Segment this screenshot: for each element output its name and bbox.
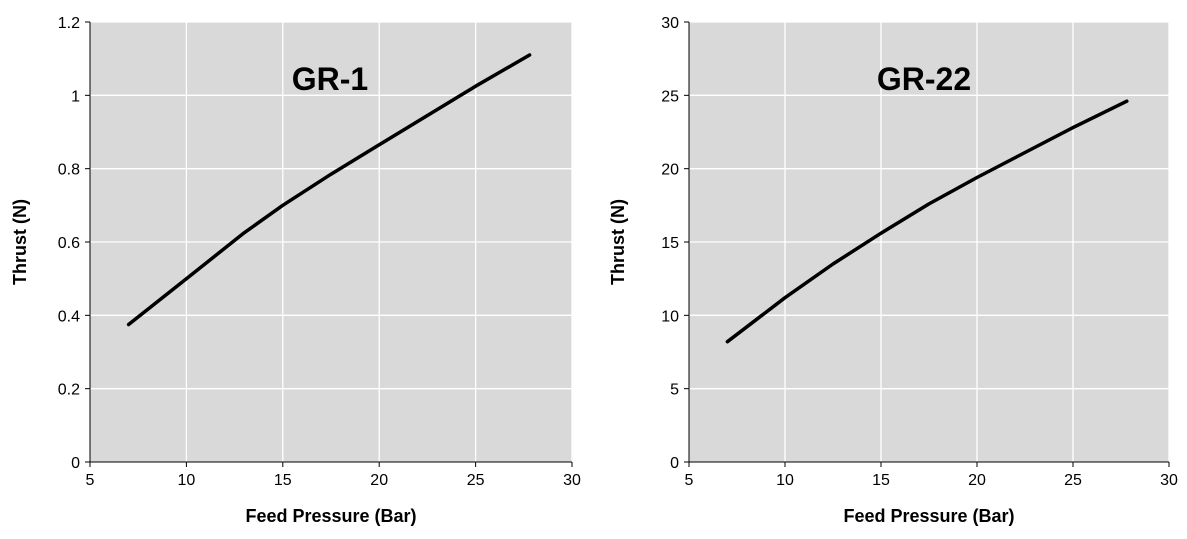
x-tick-label: 5 <box>685 472 694 489</box>
x-tick-label: 25 <box>467 472 485 489</box>
x-tick-label: 10 <box>178 472 196 489</box>
series-line <box>725 99 1129 344</box>
y-tick-label: 20 <box>661 162 679 179</box>
y-tick-label: 5 <box>670 382 679 399</box>
y-tick-label: 0.8 <box>58 162 80 179</box>
chart-gr-1: 5 10 15 20 25 30 0 0.2 0.4 0.6 0.8 1 1.2 GR-1 Feed P… <box>10 15 581 526</box>
x-tick-label: 20 <box>968 472 986 489</box>
x-axis-title: Feed Pressure (Bar) <box>843 506 1014 526</box>
tick-labels: 5 10 15 20 25 30 0 0.2 0.4 0.6 0.8 1 1.2 <box>58 15 581 489</box>
y-tick-label: 10 <box>661 308 679 325</box>
chart-gr-22: 5 10 15 20 25 30 0 5 10 15 20 25 30 GR-22 Feed Press… <box>594 0 1187 539</box>
y-tick-label: 0.6 <box>58 235 80 252</box>
x-tick-label: 20 <box>370 472 388 489</box>
x-tick-label: 30 <box>563 472 581 489</box>
y-axis-title: Thrust (N) <box>10 199 30 285</box>
y-tick-label: 0.2 <box>58 382 80 399</box>
grid-lines <box>90 21 573 462</box>
x-tick-label: 5 <box>86 472 95 489</box>
series-line <box>126 53 532 327</box>
x-tick-label: 15 <box>872 472 890 489</box>
x-tick-label: 25 <box>1064 472 1082 489</box>
x-axis-title: Feed Pressure (Bar) <box>245 506 416 526</box>
y-tick-label: 1.2 <box>58 15 80 32</box>
axes <box>85 21 573 467</box>
y-tick-label: 1 <box>71 88 80 105</box>
y-tick-label: 30 <box>661 15 679 32</box>
y-axis-title: Thrust (N) <box>608 199 628 285</box>
chart-gr-1-svg: 5 10 15 20 25 30 0 0.2 0.4 0.6 0.8 1 1.2 GR-1 Feed P… <box>10 15 581 526</box>
axes <box>684 21 1170 467</box>
grid-lines <box>689 21 1170 462</box>
x-tick-label: 30 <box>1160 472 1178 489</box>
y-tick-label: 0 <box>71 455 80 472</box>
y-tick-label: 15 <box>661 235 679 252</box>
chart-title: GR-1 <box>292 61 368 97</box>
y-tick-label: 25 <box>661 88 679 105</box>
x-tick-label: 10 <box>776 472 794 489</box>
chart-title: GR-22 <box>877 61 971 97</box>
y-tick-label: 0.4 <box>58 308 80 325</box>
y-tick-label: 0 <box>670 455 679 472</box>
x-tick-label: 15 <box>274 472 292 489</box>
